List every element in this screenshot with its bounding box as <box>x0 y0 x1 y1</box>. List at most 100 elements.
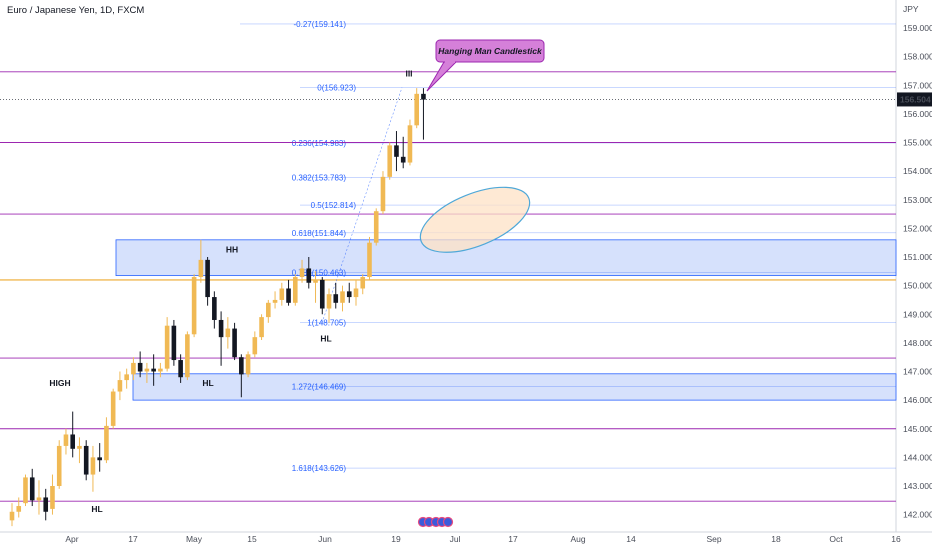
price-tick-label: 150.000 <box>903 281 932 291</box>
time-tick-label: Aug <box>570 534 585 544</box>
price-tick-label: 152.000 <box>903 223 932 233</box>
candle-body[interactable] <box>306 268 312 283</box>
candle-body[interactable] <box>380 176 386 212</box>
price-tick-label: 156.000 <box>903 109 932 119</box>
price-tick-label: 158.000 <box>903 52 932 62</box>
candle-body[interactable] <box>70 434 76 449</box>
candle-body[interactable] <box>63 434 69 446</box>
annotation-hl: HL <box>91 504 102 514</box>
candle-body[interactable] <box>131 362 136 375</box>
candle-body[interactable] <box>279 288 285 300</box>
candle-body[interactable] <box>394 145 399 157</box>
candle-body[interactable] <box>299 268 305 278</box>
candle-body[interactable] <box>313 279 318 283</box>
price-tick-label: 144.000 <box>903 452 932 462</box>
candle-body[interactable] <box>266 302 271 318</box>
candle-body[interactable] <box>185 334 190 378</box>
candle-body[interactable] <box>43 497 49 512</box>
candle-body[interactable] <box>407 125 413 163</box>
candle-body[interactable] <box>205 259 210 298</box>
candle-body[interactable] <box>90 457 96 475</box>
candle-body[interactable] <box>23 477 28 504</box>
candle-body[interactable] <box>225 328 231 338</box>
candle-body[interactable] <box>137 362 143 372</box>
fib-level-label: -0.27(159.141) <box>294 20 347 29</box>
candle-body[interactable] <box>353 288 359 298</box>
candle-body[interactable] <box>333 294 339 303</box>
candle-body[interactable] <box>218 319 224 338</box>
candle-body[interactable] <box>367 242 372 278</box>
time-tick-label: 16 <box>891 534 901 544</box>
price-tick-label: 157.000 <box>903 80 932 90</box>
time-tick-label: 19 <box>391 534 401 544</box>
candle-body[interactable] <box>319 279 325 309</box>
candle-body[interactable] <box>77 445 82 449</box>
candle-body[interactable] <box>29 477 35 501</box>
candle-body[interactable] <box>9 511 15 521</box>
time-tick-label: 15 <box>247 534 257 544</box>
candle-body[interactable] <box>56 445 62 486</box>
candle-body[interactable] <box>360 277 366 289</box>
event-marker-icon[interactable] <box>442 516 454 528</box>
candle-body[interactable] <box>144 368 150 372</box>
candle-body[interactable] <box>191 277 197 335</box>
candle-body[interactable] <box>272 299 278 303</box>
fib-level-label: 0.786(150.463) <box>292 268 347 277</box>
price-tick-label: 145.000 <box>903 424 932 434</box>
candle-body[interactable] <box>421 93 426 100</box>
time-tick-label: Oct <box>829 534 843 544</box>
candle-body[interactable] <box>212 297 217 320</box>
candle-body[interactable] <box>50 486 55 509</box>
candle-body[interactable] <box>326 294 332 309</box>
time-tick-label: Jun <box>318 534 332 544</box>
currency-label: JPY <box>903 4 919 14</box>
candle-body[interactable] <box>124 374 129 381</box>
candle-body[interactable] <box>239 357 244 375</box>
candle-body[interactable] <box>117 380 123 392</box>
last-price-badge <box>897 92 932 107</box>
sr-zone[interactable] <box>132 373 897 401</box>
candle-body[interactable] <box>83 445 89 475</box>
price-tick-label: 159.000 <box>903 23 932 33</box>
callout-bubble[interactable] <box>435 39 545 63</box>
sr-zone[interactable] <box>115 239 897 277</box>
fib-level-label: 0.236(154.983) <box>292 139 347 148</box>
last-price-label: 156.504 <box>900 94 931 104</box>
time-tick-label: Jul <box>450 534 461 544</box>
price-tick-label: 151.000 <box>903 252 932 262</box>
price-axis <box>896 0 932 550</box>
candle-body[interactable] <box>104 425 109 461</box>
fib-level-label: 0.382(153.783) <box>292 173 347 182</box>
candle-body[interactable] <box>16 506 22 512</box>
candle-body[interactable] <box>232 328 237 358</box>
price-tick-label: 146.000 <box>903 395 932 405</box>
candle-body[interactable] <box>373 211 379 243</box>
candle-body[interactable] <box>400 156 406 163</box>
candle-body[interactable] <box>36 497 42 501</box>
candle-body[interactable] <box>346 291 352 298</box>
candle-body[interactable] <box>110 391 116 426</box>
target-ellipse[interactable] <box>411 174 538 266</box>
price-tick-label: 153.000 <box>903 195 932 205</box>
candle-body[interactable] <box>151 368 156 372</box>
candle-body[interactable] <box>198 259 204 278</box>
callout-pointer <box>426 61 458 92</box>
callout-seam <box>445 61 455 63</box>
candle-body[interactable] <box>286 288 291 303</box>
fib-level-label: 0(156.923) <box>317 83 356 92</box>
candle-body[interactable] <box>245 354 251 375</box>
time-tick-label: 17 <box>128 534 138 544</box>
candle-body[interactable] <box>292 277 298 303</box>
candle-body[interactable] <box>387 145 393 177</box>
candle-body[interactable] <box>259 317 264 338</box>
candle-body[interactable] <box>97 457 102 461</box>
candle-body[interactable] <box>414 93 419 126</box>
candle-body[interactable] <box>158 368 163 372</box>
fib-level-label: 1.618(143.626) <box>292 464 347 473</box>
candle-body[interactable] <box>178 360 183 378</box>
candle-body[interactable] <box>340 291 345 303</box>
candle-body[interactable] <box>164 325 170 369</box>
candle-body[interactable] <box>252 337 258 355</box>
candle-body[interactable] <box>171 325 177 361</box>
